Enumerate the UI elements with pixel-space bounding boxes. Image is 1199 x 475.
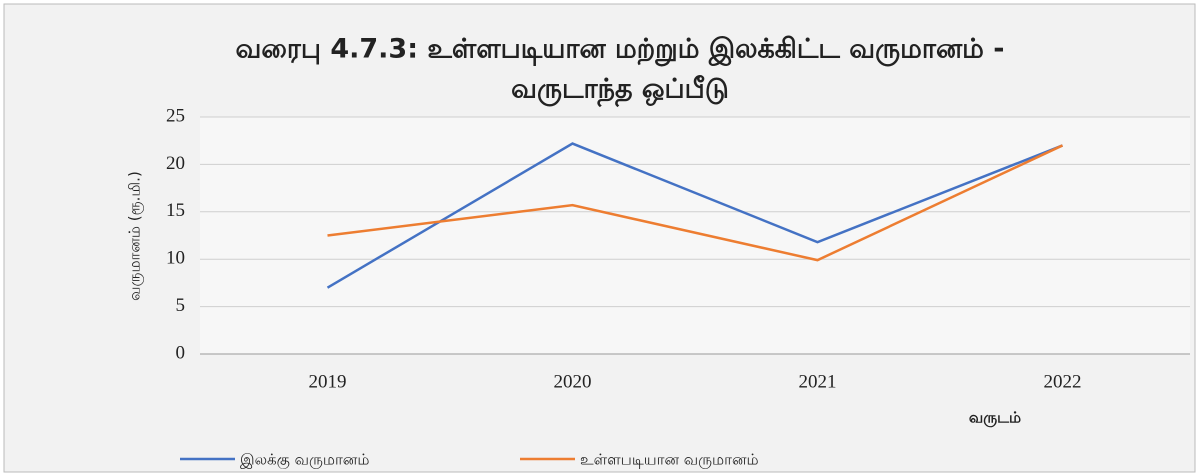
x-tick-label: 2019 (309, 371, 347, 392)
y-tick-label: 15 (166, 200, 185, 221)
y-tick-label: 0 (176, 342, 186, 363)
x-tick-label: 2022 (1044, 371, 1082, 392)
y-tick-label: 25 (166, 105, 185, 126)
y-tick-label: 5 (176, 295, 186, 316)
x-tick-label: 2021 (799, 371, 837, 392)
x-tick-label: 2020 (554, 371, 592, 392)
chart-title: வரைபு 4.7.3: உள்ளபடியான மற்றும் இலக்கிட்… (236, 34, 1005, 67)
y-axis-label: வருமானம் (ரூ.மி.) (126, 171, 144, 301)
y-tick-label: 10 (166, 248, 185, 269)
chart-title: வருடாந்த ஒப்பீடு (511, 74, 729, 108)
series-line (326, 142, 1063, 289)
legend-label: உள்ளபடியான வருமானம் (580, 451, 759, 469)
y-tick-label: 20 (166, 153, 185, 174)
legend-label: இலக்கு வருமானம் (240, 451, 369, 470)
plot-area (200, 117, 1190, 354)
x-axis-label: வருடம் (969, 409, 1021, 428)
series-line (327, 144, 1064, 262)
